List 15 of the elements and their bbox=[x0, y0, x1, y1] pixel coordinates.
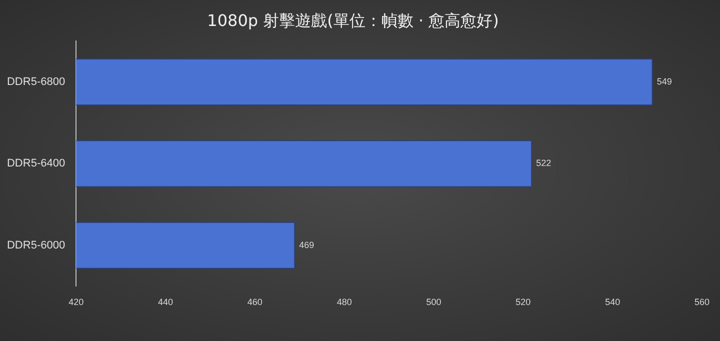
y-tick-label: DDR5-6000 bbox=[6, 239, 66, 252]
y-tick-label: DDR5-6800 bbox=[6, 76, 66, 88]
x-tick-label: 560 bbox=[694, 297, 710, 308]
x-tick-label: 540 bbox=[605, 297, 620, 308]
data-label: 549 bbox=[656, 76, 672, 87]
y-tick-label: DDR5-6400 bbox=[6, 158, 66, 170]
data-label: 469 bbox=[299, 240, 314, 250]
x-tick-label: 440 bbox=[158, 297, 174, 308]
x-tick-label: 500 bbox=[426, 297, 442, 308]
x-tick-label: 420 bbox=[68, 297, 84, 308]
x-tick-label: 480 bbox=[336, 297, 352, 308]
data-label: 522 bbox=[536, 158, 552, 168]
chart-title: 1080p 射擊遊戲(單位：幀數 · 愈高愈好) bbox=[207, 10, 499, 30]
x-tick-label: 520 bbox=[516, 297, 531, 308]
x-tick-label: 460 bbox=[247, 297, 262, 308]
